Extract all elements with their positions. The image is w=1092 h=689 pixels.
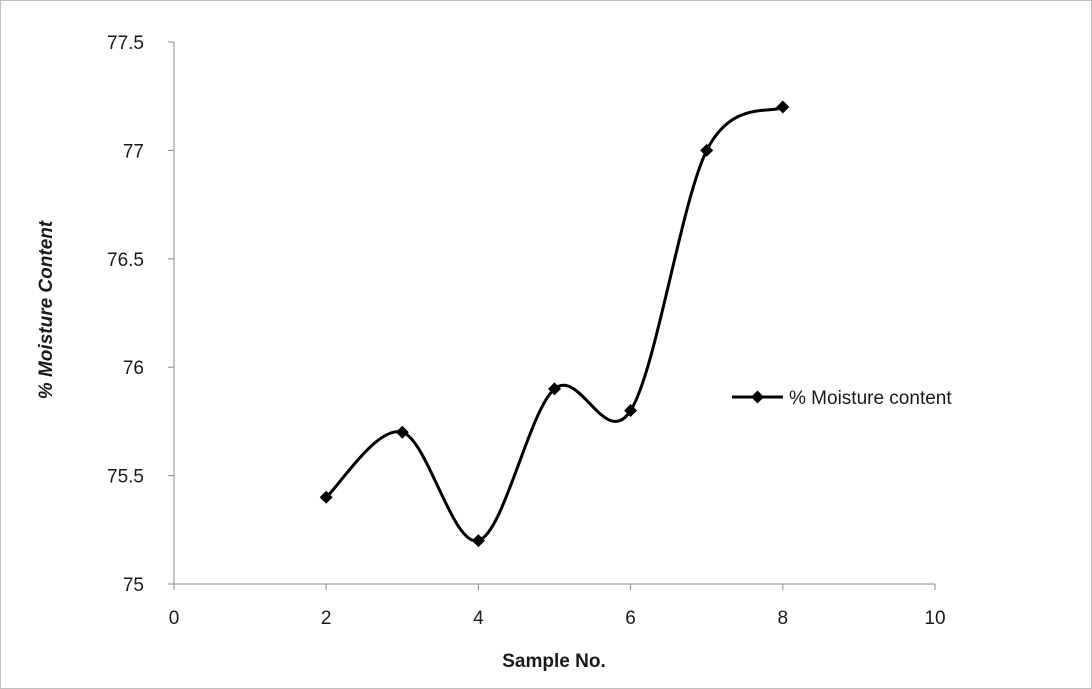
x-tick-label: 2	[321, 608, 332, 629]
x-tick-label: 0	[169, 608, 180, 629]
data-point-marker	[548, 382, 561, 396]
data-point-marker	[319, 490, 333, 504]
data-point-marker	[395, 425, 409, 439]
x-axis-title: Sample No.	[502, 651, 605, 672]
y-axis-title: % Moisture Content	[36, 220, 57, 399]
y-tick-label: 77.5	[107, 33, 144, 54]
y-tick-labels: 75 75.5 76 76.5 77 77.5	[107, 33, 174, 596]
data-point-marker	[624, 404, 638, 418]
legend: % Moisture content	[732, 388, 952, 409]
data-point-marker	[776, 100, 790, 114]
x-tick-label: 6	[625, 608, 636, 629]
x-tick-label: 4	[473, 608, 484, 629]
x-tick-label: 10	[924, 608, 945, 629]
y-tick-label: 75.5	[107, 467, 144, 488]
x-tick-labels: 0 2 4 6 8 10	[169, 584, 946, 629]
legend-label: % Moisture content	[789, 388, 952, 409]
legend-marker	[751, 390, 764, 404]
data-point-marker	[700, 143, 714, 157]
axes	[173, 42, 935, 585]
y-tick-label: 76	[123, 358, 144, 379]
x-tick-label: 8	[778, 608, 789, 629]
series-layer	[319, 100, 790, 548]
series-line	[325, 105, 784, 543]
y-tick-label: 77	[123, 141, 144, 162]
data-point-marker	[471, 534, 485, 548]
y-tick-label: 75	[123, 575, 144, 596]
y-tick-label: 76.5	[107, 250, 144, 271]
